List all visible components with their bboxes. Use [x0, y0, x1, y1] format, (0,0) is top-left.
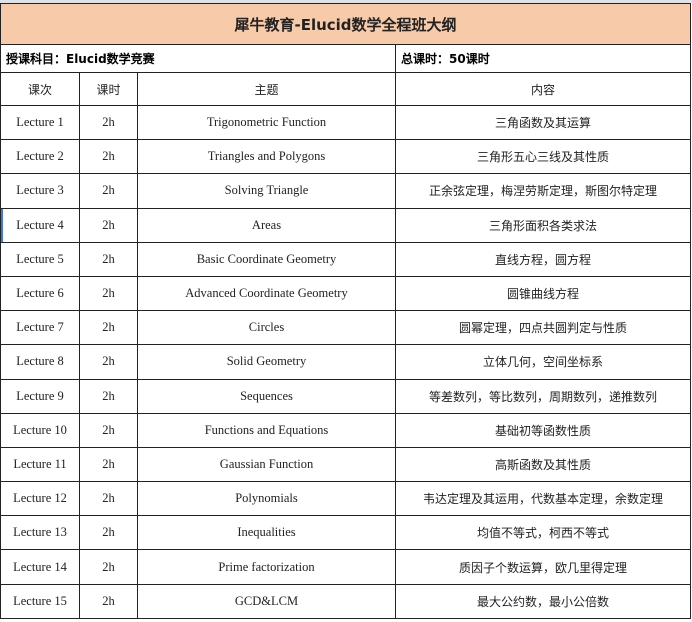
content-cell[interactable]: 质因子个数运算，欧几里得定理: [394, 549, 692, 585]
topic-cell[interactable]: Areas: [137, 207, 396, 243]
subject-cell[interactable]: 授课科目：Elucid数学竞赛: [0, 44, 396, 73]
table-row: Lecture 7 2h Circles 圆幂定理，四点共圆判定与性质: [0, 310, 692, 346]
content-cell[interactable]: 高斯函数及其性质: [394, 446, 692, 483]
topic-cell[interactable]: Circles: [137, 310, 396, 346]
lecture-cell[interactable]: Lecture 9: [0, 378, 80, 414]
lecture-cell[interactable]: Lecture 15: [0, 583, 80, 619]
topic-cell[interactable]: Solving Triangle: [137, 173, 396, 209]
table-row: Lecture 3 2h Solving Triangle 正余弦定理，梅涅劳斯定理，…: [0, 173, 692, 209]
hours-cell[interactable]: 2h: [79, 310, 138, 346]
lecture-cell[interactable]: Lecture 6: [0, 275, 80, 312]
lecture-cell[interactable]: Lecture 2: [0, 139, 80, 175]
hours-cell[interactable]: 2h: [79, 275, 138, 312]
hours-cell[interactable]: 2h: [79, 583, 138, 619]
header-topic[interactable]: 主题: [137, 72, 396, 106]
total-hours-cell[interactable]: 总课时：50课时: [394, 44, 692, 73]
syllabus-table: 犀牛教育-Elucid数学全程班大纲 授课科目：Elucid数学竞赛 总课时：5…: [0, 3, 692, 619]
lecture-cell[interactable]: Lecture 12: [0, 481, 80, 517]
content-cell[interactable]: 韦达定理及其运用，代数基本定理，余数定理: [394, 481, 692, 517]
hours-cell[interactable]: 2h: [79, 446, 138, 483]
topic-cell[interactable]: Solid Geometry: [137, 344, 396, 380]
lecture-cell[interactable]: Lecture 8: [0, 344, 80, 380]
content-cell[interactable]: 最大公约数，最小公倍数: [394, 583, 692, 619]
content-cell[interactable]: 等差数列，等比数列，周期数列，递推数列: [394, 378, 692, 414]
lecture-cell[interactable]: Lecture 7: [0, 310, 80, 346]
topic-cell[interactable]: Gaussian Function: [137, 446, 396, 483]
hours-cell[interactable]: 2h: [79, 481, 138, 517]
content-cell[interactable]: 三角函数及其运算: [394, 104, 692, 141]
header-row: 课次 课时 主题 内容: [0, 72, 692, 106]
column-header-strip: [0, 0, 692, 3]
lecture-cell[interactable]: Lecture 13: [0, 515, 80, 551]
topic-cell[interactable]: Trigonometric Function: [137, 104, 396, 141]
table-row: Lecture 15 2h GCD&LCM 最大公约数，最小公倍数: [0, 583, 692, 619]
header-content[interactable]: 内容: [394, 72, 692, 106]
content-cell[interactable]: 圆幂定理，四点共圆判定与性质: [394, 310, 692, 346]
topic-cell[interactable]: Functions and Equations: [137, 412, 396, 448]
table-row: Lecture 1 2h Trigonometric Function 三角函数及其运…: [0, 104, 692, 141]
topic-cell[interactable]: Basic Coordinate Geometry: [137, 241, 396, 277]
table-row: Lecture 4 2h Areas 三角形面积各类求法: [0, 207, 692, 243]
topic-cell[interactable]: Triangles and Polygons: [137, 139, 396, 175]
content-cell[interactable]: 三角形五心三线及其性质: [394, 139, 692, 175]
content-cell[interactable]: 基础初等函数性质: [394, 412, 692, 448]
hours-cell[interactable]: 2h: [79, 344, 138, 380]
lecture-cell[interactable]: Lecture 3: [0, 173, 80, 209]
table-row: Lecture 8 2h Solid Geometry 立体几何，空间坐标系: [0, 344, 692, 380]
topic-cell[interactable]: Prime factorization: [137, 549, 396, 585]
hours-cell[interactable]: 2h: [79, 515, 138, 551]
table-row: Lecture 9 2h Sequences 等差数列，等比数列，周期数列，递推数列: [0, 378, 692, 414]
content-cell[interactable]: 立体几何，空间坐标系: [394, 344, 692, 380]
header-lecture[interactable]: 课次: [0, 72, 80, 106]
hours-cell[interactable]: 2h: [79, 241, 138, 277]
hours-cell[interactable]: 2h: [79, 378, 138, 414]
title-cell[interactable]: 犀牛教育-Elucid数学全程班大纲: [0, 3, 692, 45]
hours-cell[interactable]: 2h: [79, 104, 138, 141]
table-row: Lecture 14 2h Prime factorization 质因子个数运算，欧…: [0, 549, 692, 585]
lecture-cell[interactable]: Lecture 1: [0, 104, 80, 141]
table-row: Lecture 5 2h Basic Coordinate Geometry 直线方程…: [0, 241, 692, 277]
lecture-cell[interactable]: Lecture 5: [0, 241, 80, 277]
content-cell[interactable]: 正余弦定理，梅涅劳斯定理，斯图尔特定理: [394, 173, 692, 209]
content-cell[interactable]: 三角形面积各类求法: [394, 207, 692, 243]
table-row: Lecture 12 2h Polynomials 韦达定理及其运用，代数基本定理，余…: [0, 481, 692, 517]
content-cell[interactable]: 直线方程，圆方程: [394, 241, 692, 277]
lecture-cell[interactable]: Lecture 11: [0, 446, 80, 483]
table-row: Lecture 6 2h Advanced Coordinate Geometry 圆…: [0, 275, 692, 312]
lecture-cell[interactable]: Lecture 4: [0, 207, 80, 243]
hours-cell[interactable]: 2h: [79, 207, 138, 243]
hours-cell[interactable]: 2h: [79, 173, 138, 209]
topic-cell[interactable]: Polynomials: [137, 481, 396, 517]
topic-cell[interactable]: GCD&LCM: [137, 583, 396, 619]
table-row: Lecture 13 2h Inequalities 均值不等式，柯西不等式: [0, 515, 692, 551]
table-row: Lecture 2 2h Triangles and Polygons 三角形五心三线…: [0, 139, 692, 175]
lecture-cell[interactable]: Lecture 14: [0, 549, 80, 585]
table-row: Lecture 10 2h Functions and Equations 基础初等函…: [0, 412, 692, 448]
topic-cell[interactable]: Advanced Coordinate Geometry: [137, 275, 396, 312]
lecture-cell[interactable]: Lecture 10: [0, 412, 80, 448]
header-hours[interactable]: 课时: [79, 72, 138, 106]
topic-cell[interactable]: Sequences: [137, 378, 396, 414]
topic-cell[interactable]: Inequalities: [137, 515, 396, 551]
hours-cell[interactable]: 2h: [79, 139, 138, 175]
content-cell[interactable]: 圆锥曲线方程: [394, 275, 692, 312]
table-row: Lecture 11 2h Gaussian Function 高斯函数及其性质: [0, 446, 692, 483]
content-cell[interactable]: 均值不等式，柯西不等式: [394, 515, 692, 551]
hours-cell[interactable]: 2h: [79, 412, 138, 448]
hours-cell[interactable]: 2h: [79, 549, 138, 585]
